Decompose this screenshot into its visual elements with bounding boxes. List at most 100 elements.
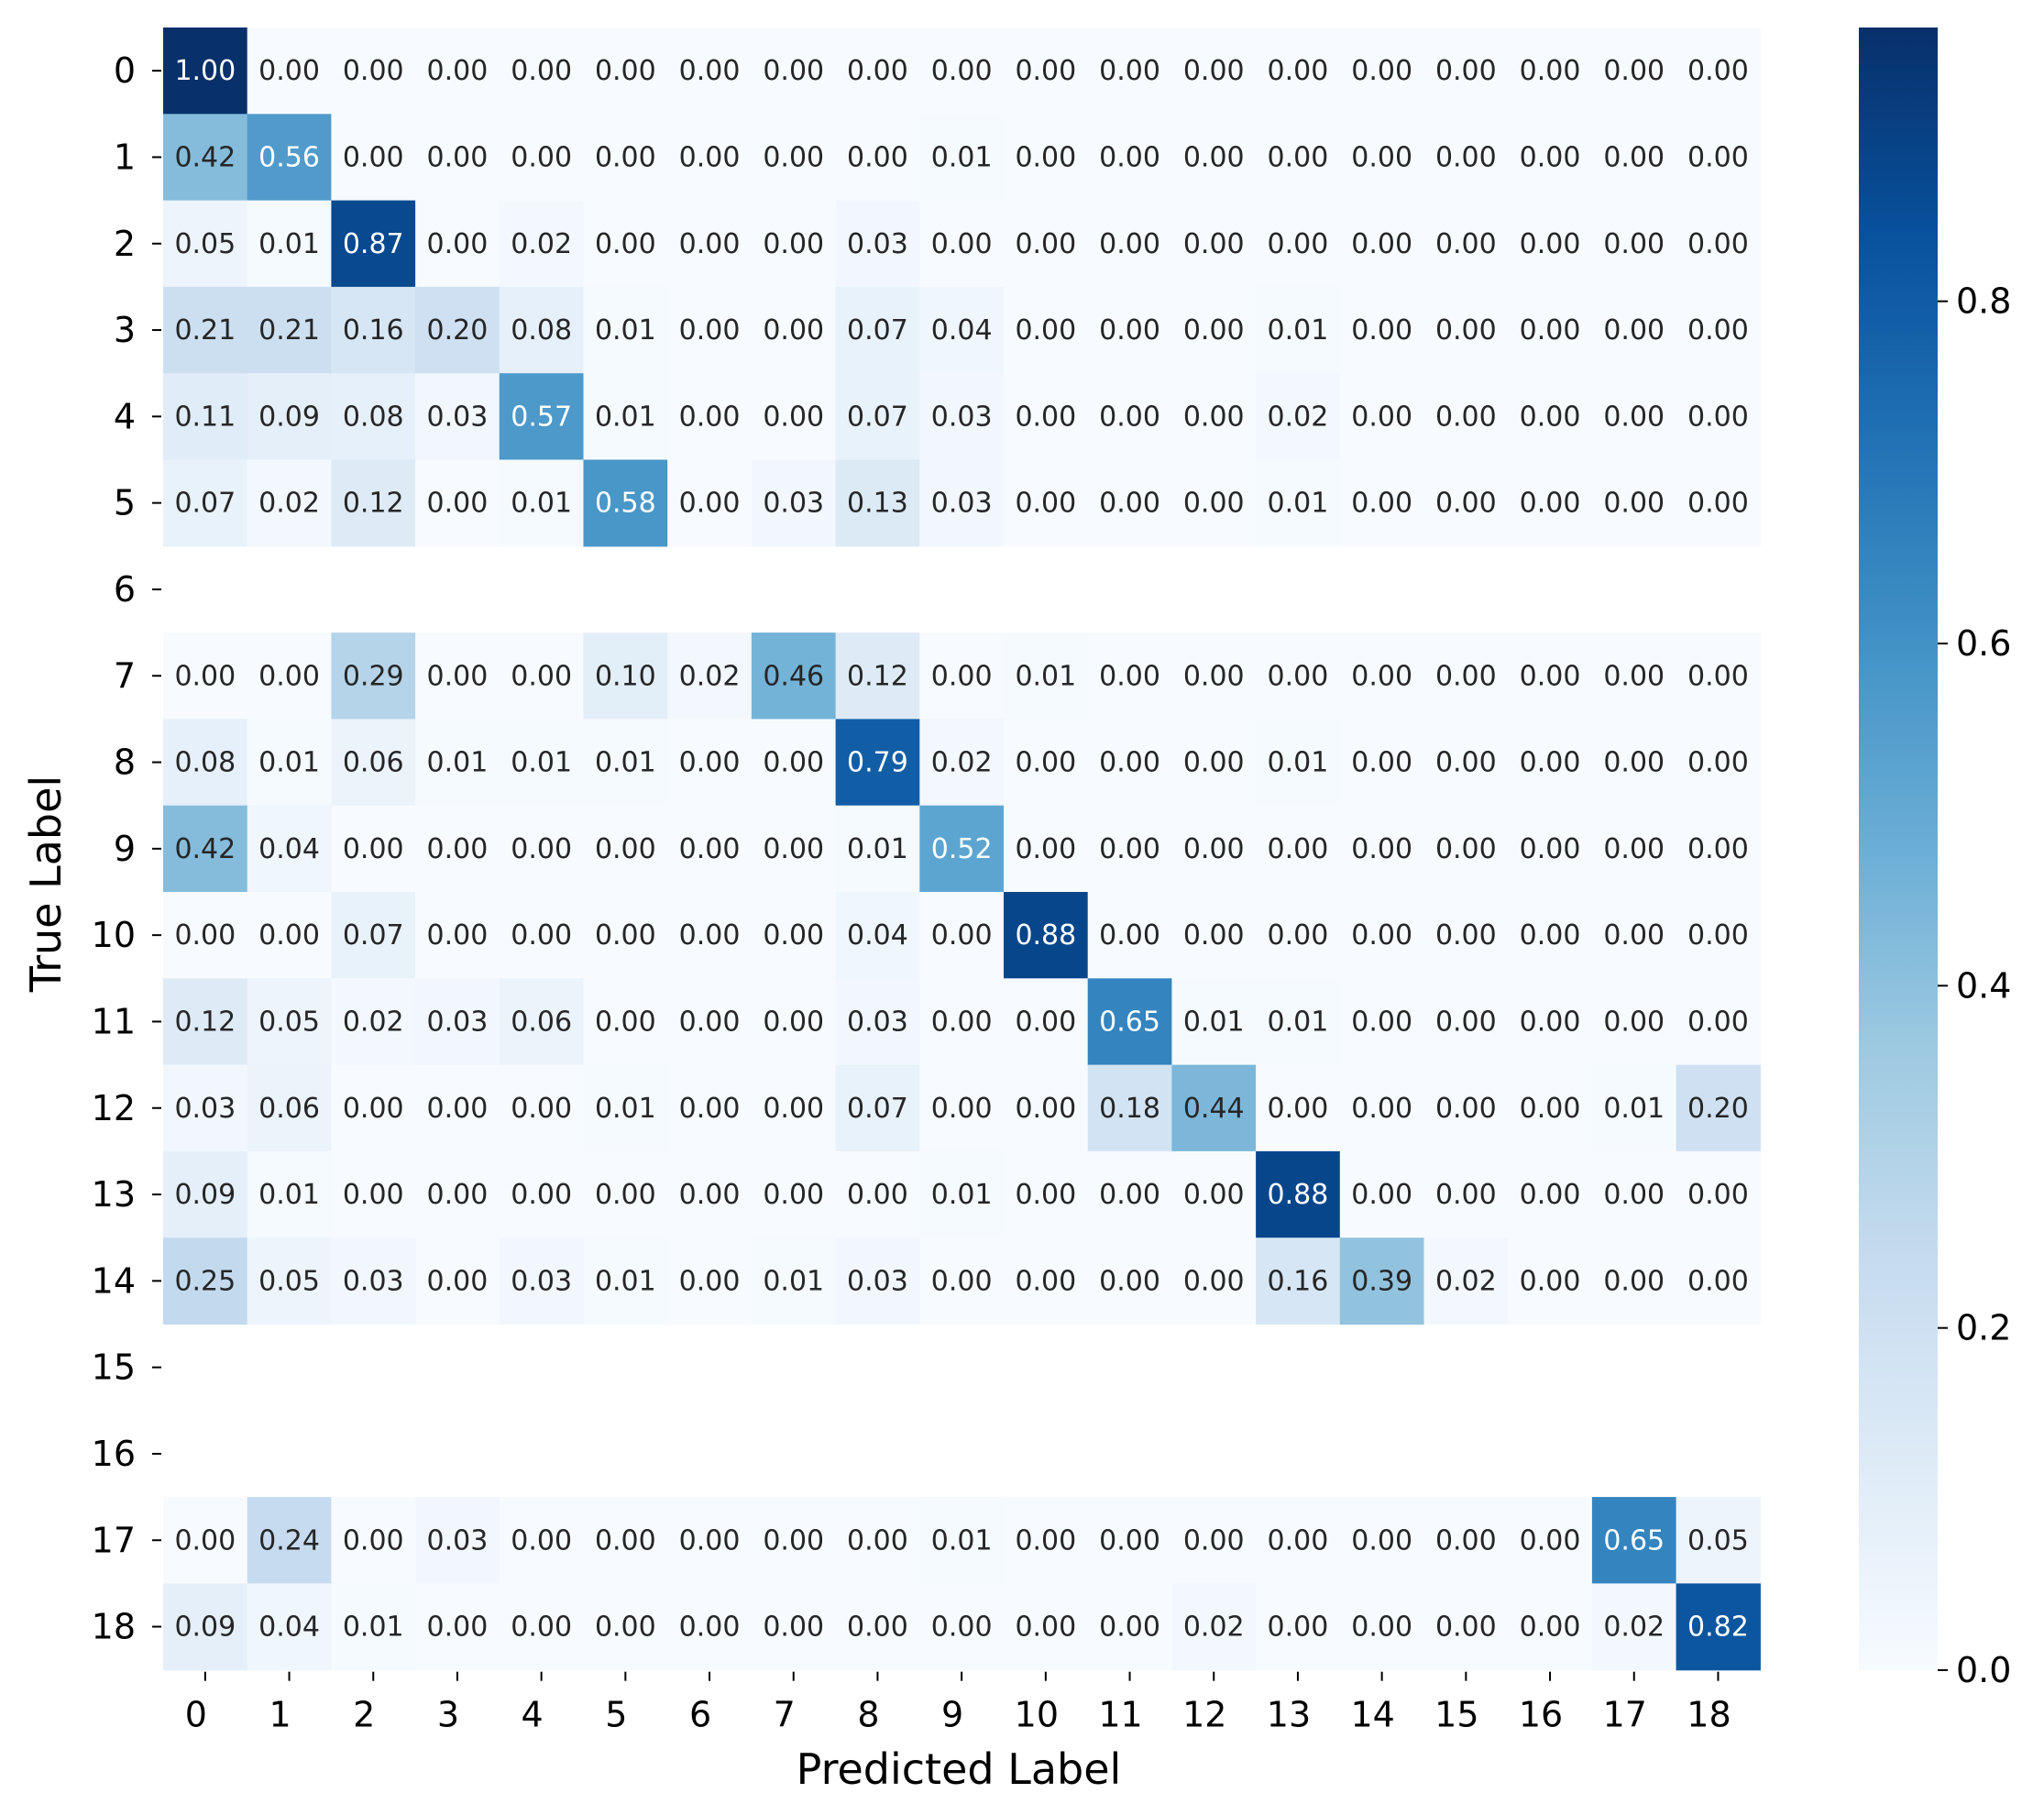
cell-value-label: 0.00 xyxy=(1687,660,1749,692)
heatmap-cell xyxy=(667,892,753,979)
y-tick-label: 13 xyxy=(92,1174,136,1215)
heatmap-cell xyxy=(1339,632,1425,720)
cell-value-label: 0.00 xyxy=(595,833,656,865)
heatmap-cell xyxy=(1004,1497,1089,1584)
heatmap-cell xyxy=(247,114,332,202)
cell-value-label: 0.00 xyxy=(511,55,572,87)
cell-value-label: 0.20 xyxy=(427,314,489,346)
cell-value-label: 0.18 xyxy=(1099,1093,1160,1125)
heatmap-cell xyxy=(1508,719,1593,807)
cell-value-label: 0.01 xyxy=(1268,314,1329,346)
cell-value-label: 0.01 xyxy=(847,833,908,865)
heatmap-cell xyxy=(1339,1583,1425,1671)
cell-value-label: 0.00 xyxy=(1687,1265,1749,1297)
cell-value-label: 0.00 xyxy=(427,228,489,260)
heatmap-cell xyxy=(415,978,500,1066)
heatmap-cell xyxy=(1676,1583,1761,1671)
cell-value-label: 0.00 xyxy=(1687,488,1749,520)
heatmap-cell xyxy=(1423,805,1509,893)
cell-value-label: 0.01 xyxy=(1268,1006,1329,1038)
cell-value-label: 0.00 xyxy=(1183,1265,1245,1297)
heatmap-cell xyxy=(1591,805,1677,893)
heatmap-cell xyxy=(1171,200,1257,288)
cell-value-label: 0.16 xyxy=(1268,1265,1329,1297)
heatmap-cell xyxy=(583,892,668,979)
heatmap-cell xyxy=(1004,286,1089,374)
heatmap-cell xyxy=(1591,719,1677,807)
cell-value-label: 0.00 xyxy=(931,228,993,260)
cell-value-label: 0.03 xyxy=(847,228,908,260)
cell-value-label: 0.00 xyxy=(1435,55,1497,87)
heatmap-cell xyxy=(751,978,837,1066)
heatmap-cell xyxy=(667,719,753,807)
cell-value-label: 0.01 xyxy=(1268,488,1329,520)
cell-value-label: 0.06 xyxy=(343,747,404,779)
heatmap-cell xyxy=(1423,1583,1509,1671)
heatmap-cell xyxy=(1508,805,1593,893)
cell-value-label: 0.00 xyxy=(1268,1612,1329,1644)
heatmap-cell xyxy=(1171,28,1257,115)
cell-value-label: 0.00 xyxy=(174,660,236,692)
y-tick-label: 2 xyxy=(114,224,136,264)
cell-value-label: 0.00 xyxy=(1435,1524,1497,1556)
cell-value-label: 0.00 xyxy=(427,1093,489,1125)
cell-value-label: 0.01 xyxy=(931,1524,993,1556)
cell-value-label: 0.42 xyxy=(174,833,236,865)
cell-value-label: 0.00 xyxy=(931,660,993,692)
heatmap-cell xyxy=(1087,978,1172,1066)
heatmap-cell xyxy=(1004,1064,1089,1152)
heatmap-cell xyxy=(499,1238,585,1326)
cell-value-label: 0.00 xyxy=(1603,1006,1665,1038)
heatmap-cell xyxy=(1508,892,1593,979)
cell-value-label: 0.00 xyxy=(258,919,320,952)
heatmap-cell xyxy=(163,1064,248,1152)
heatmap-cell xyxy=(499,805,585,893)
heatmap-cell xyxy=(751,28,837,115)
y-tick-label: 11 xyxy=(92,1001,136,1041)
heatmap-cell xyxy=(1256,632,1341,720)
heatmap-cell xyxy=(331,632,416,720)
heatmap-cell xyxy=(1256,114,1341,202)
cell-value-label: 0.01 xyxy=(258,1179,320,1211)
heatmap-cell xyxy=(1004,114,1089,202)
heatmap-cell xyxy=(751,805,837,893)
heatmap-cell xyxy=(1591,1583,1677,1671)
cell-value-label: 0.00 xyxy=(1435,1093,1497,1125)
heatmap-cell xyxy=(1256,1064,1341,1152)
cell-value-label: 0.00 xyxy=(1351,1006,1412,1038)
y-axis-title: True Label xyxy=(21,776,71,993)
heatmap-cell xyxy=(1508,28,1593,115)
heatmap-cell xyxy=(667,286,753,374)
cell-value-label: 0.00 xyxy=(931,919,993,952)
cell-value-label: 0.00 xyxy=(1099,228,1160,260)
cell-value-label: 0.00 xyxy=(1435,660,1497,692)
heatmap-cell xyxy=(1423,1064,1509,1152)
heatmap-cell xyxy=(1339,1150,1425,1238)
cell-value-label: 0.00 xyxy=(511,1524,572,1556)
cell-value-label: 0.07 xyxy=(343,919,404,952)
cell-value-label: 0.00 xyxy=(1183,833,1245,865)
cell-value-label: 0.21 xyxy=(258,314,320,346)
heatmap-cell xyxy=(1339,892,1425,979)
heatmap-cell xyxy=(247,373,332,461)
heatmap-cell xyxy=(163,114,248,202)
heatmap-cell xyxy=(835,459,920,547)
cell-value-label: 0.01 xyxy=(595,747,656,779)
cell-value-label: 0.01 xyxy=(511,747,572,779)
cell-value-label: 0.00 xyxy=(174,919,236,952)
heatmap-cell xyxy=(583,1150,668,1238)
heatmap-cell xyxy=(835,719,920,807)
heatmap-cell xyxy=(835,373,920,461)
heatmap-cell xyxy=(1339,373,1425,461)
heatmap-cell xyxy=(919,978,1005,1066)
cell-value-label: 0.00 xyxy=(1351,401,1412,433)
heatmap-cell xyxy=(1423,1497,1509,1584)
cell-value-label: 0.00 xyxy=(595,1179,656,1211)
cell-value-label: 0.00 xyxy=(1099,55,1160,87)
x-axis-title: Predicted Label xyxy=(797,1744,1122,1794)
heatmap-cell xyxy=(919,1583,1005,1671)
x-tick-label: 12 xyxy=(1182,1695,1226,1735)
heatmap-cell xyxy=(331,892,416,979)
cell-value-label: 0.01 xyxy=(511,488,572,520)
heatmap-cell xyxy=(919,892,1005,979)
